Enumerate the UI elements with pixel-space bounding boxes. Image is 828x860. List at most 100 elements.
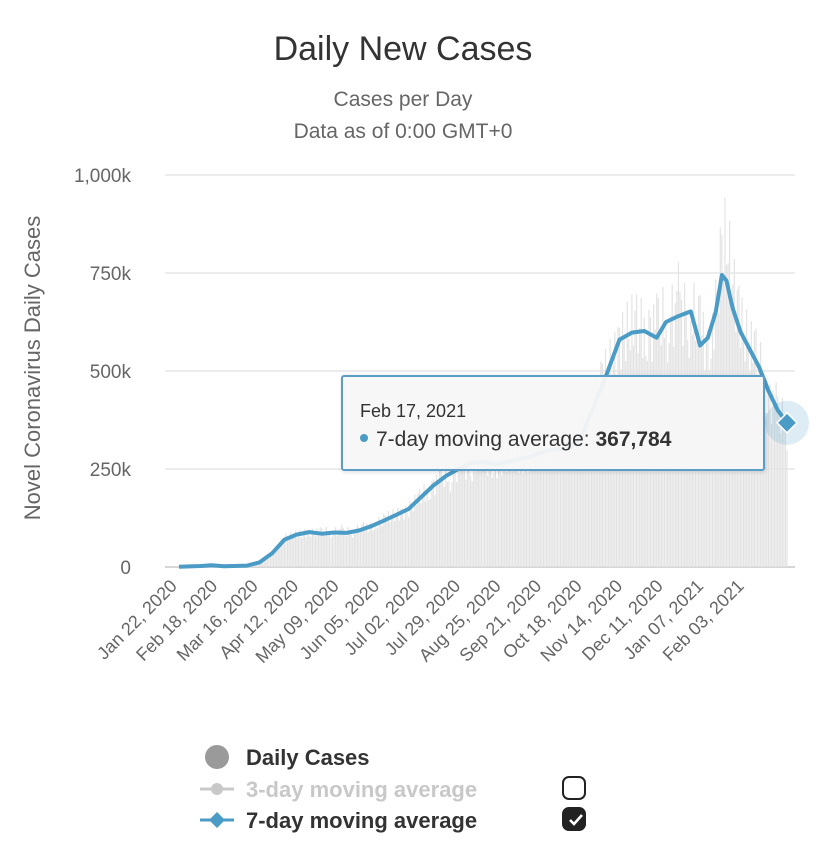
daily-cases-bar [338,529,340,567]
daily-cases-bar [362,521,365,567]
daily-cases-bar [317,532,320,567]
daily-cases-bar [330,537,332,567]
daily-cases-bar [513,471,515,567]
daily-cases-bar [580,411,582,567]
daily-cases-bar [528,445,531,567]
daily-cases-bar [294,530,296,567]
daily-cases-bar [778,416,780,567]
daily-cases-bar [483,463,486,567]
daily-cases-bar [525,466,528,567]
daily-cases-bar [361,523,363,567]
daily-cases-bar [764,412,766,567]
daily-cases-bar [756,377,759,567]
daily-cases-bar [308,535,310,567]
daily-cases-bar [283,541,286,567]
daily-cases-bar [359,530,362,567]
y-tick-label: 0 [120,558,131,579]
daily-cases-bar [393,521,396,567]
daily-cases-bar [479,468,481,567]
daily-cases-bar [257,563,259,567]
daily-cases-bar [552,439,554,567]
y-tick-label: 250k [90,460,132,481]
daily-cases-bar [581,429,583,567]
daily-cases-bar [587,410,590,567]
daily-cases-bar [566,451,568,567]
daily-cases-bar [477,468,479,567]
daily-cases-bar [341,524,343,567]
daily-cases-bar [603,388,605,567]
chart-subtitle: Cases per Day [333,88,473,111]
daily-cases-bar [260,561,262,567]
daily-cases-bar [311,528,313,567]
chart-title: Daily New Cases [273,30,533,68]
daily-cases-bar [446,481,448,567]
daily-cases-bar [386,521,388,567]
daily-cases-bar [344,530,346,567]
daily-cases-bar [296,537,298,567]
daily-cases-bar [364,527,366,567]
y-tick-label: 500k [90,362,132,383]
daily-cases-bar [555,441,557,567]
daily-cases-bar [384,515,386,567]
legend-item-7-day-average[interactable]: 7-day moving average [200,805,600,835]
daily-cases-bar [383,513,385,567]
daily-cases-bar [350,534,352,567]
daily-cases-bar [353,532,355,567]
daily-cases-bar [313,530,315,567]
daily-cases-bar [372,530,374,567]
daily-cases-bar [784,432,787,567]
daily-cases-bar [530,455,532,567]
daily-cases-bar [291,537,293,567]
daily-cases-bar [488,460,490,567]
legend-item-3-day-average[interactable]: 3-day moving average [200,774,600,804]
legend-item-daily-cases[interactable]: Daily Cases [200,742,600,772]
daily-cases-bar [770,424,773,567]
daily-cases-bar [352,537,354,567]
daily-cases-bar [380,522,382,567]
daily-cases-bar [456,482,458,567]
daily-cases-bar [575,453,577,567]
daily-cases-bar [327,534,329,567]
y-axis-label: Novel Coronavirus Daily Cases [20,216,45,520]
tooltip-series-name: 7-day moving average [376,428,584,451]
daily-cases-bar [409,501,411,567]
daily-cases-bar [400,509,402,567]
daily-cases-bar [369,523,371,567]
daily-cases-bar [263,557,265,567]
daily-cases-bar [522,473,524,567]
daily-cases-bar [276,548,278,567]
daily-cases-bar [347,527,349,567]
daily-cases-bar [558,426,560,567]
daily-cases-bar [414,494,416,567]
tooltip-row: 7-day moving average: 367,784 [360,428,671,452]
daily-cases-bar [521,448,523,567]
daily-cases-bar [499,461,501,567]
daily-cases-bar [538,438,540,567]
daily-cases-bar [277,543,279,567]
daily-cases-bar [459,458,461,567]
daily-cases-bar [412,511,414,567]
daily-cases-bar [442,480,444,567]
daily-cases-bar [487,475,489,567]
daily-cases-bar [325,527,327,567]
daily-cases-bar [532,469,534,567]
7-day-average-checkbox[interactable] [562,807,586,831]
daily-cases-bar [376,528,379,567]
daily-cases-bar [319,527,321,567]
daily-cases-bar [324,534,326,567]
daily-cases-bar [463,459,465,567]
daily-cases-bar [559,436,562,567]
tooltip-series-dot [360,434,368,443]
daily-cases-bar [434,495,436,567]
daily-cases-bar [505,471,507,567]
daily-cases-bar [418,488,421,567]
daily-cases-bar [397,508,399,567]
daily-cases-bar [567,458,569,567]
daily-cases-bar [345,536,348,567]
daily-cases-bar [553,466,555,567]
daily-cases-bar [535,458,537,567]
daily-cases-bar [497,453,500,567]
daily-cases-bar [328,532,331,567]
3-day-average-checkbox[interactable] [562,776,586,800]
